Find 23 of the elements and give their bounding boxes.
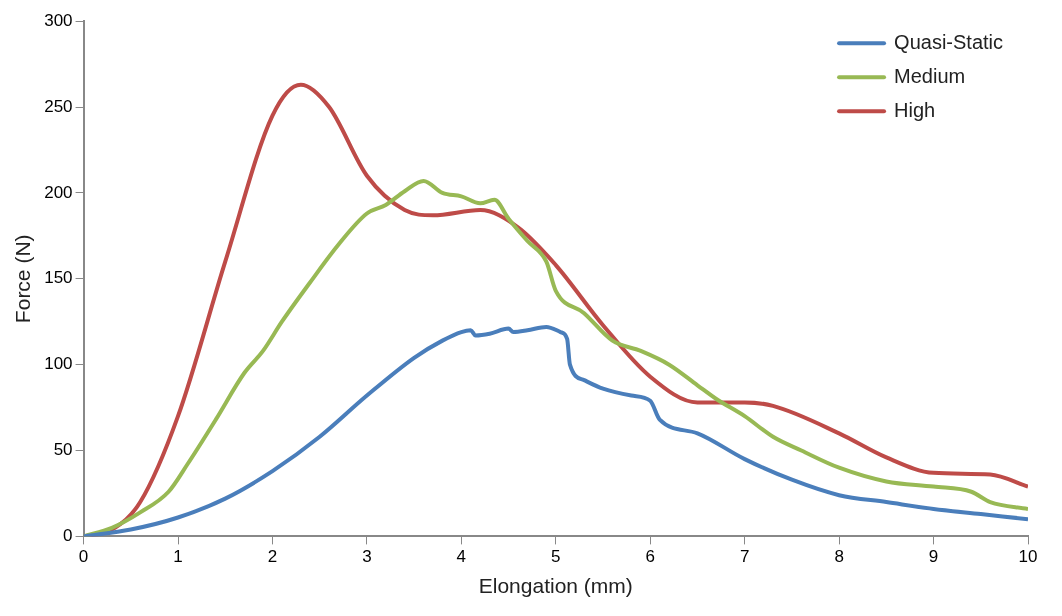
legend-label: Quasi-Static bbox=[894, 30, 1004, 53]
x-tick-label: 3 bbox=[362, 547, 372, 567]
x-tick-label: 4 bbox=[456, 547, 467, 567]
x-tick-label: 7 bbox=[739, 547, 750, 567]
x-tick-label: 2 bbox=[267, 547, 278, 567]
x-tick-label: 10 bbox=[1018, 547, 1038, 567]
y-tick-label: 250 bbox=[44, 96, 73, 116]
y-tick-label: 200 bbox=[44, 182, 73, 202]
y-tick-label: 0 bbox=[63, 526, 73, 546]
x-tick-label: 8 bbox=[834, 547, 844, 567]
x-axis-title: Elongation (mm) bbox=[478, 574, 633, 598]
y-tick-label: 50 bbox=[53, 440, 73, 460]
x-tick-label: 5 bbox=[551, 547, 561, 567]
y-tick-label: 100 bbox=[44, 354, 73, 374]
y-axis-title: Force (N) bbox=[11, 234, 35, 324]
x-tick-label: 9 bbox=[928, 547, 939, 567]
legend-label: High bbox=[894, 98, 936, 121]
x-tick-label: 6 bbox=[645, 547, 655, 567]
x-tick-label: 1 bbox=[173, 547, 183, 567]
legend-label: Medium bbox=[894, 64, 966, 87]
y-tick-label: 150 bbox=[44, 268, 73, 288]
x-tick-label: 0 bbox=[78, 547, 89, 567]
y-tick-label: 300 bbox=[44, 10, 73, 30]
